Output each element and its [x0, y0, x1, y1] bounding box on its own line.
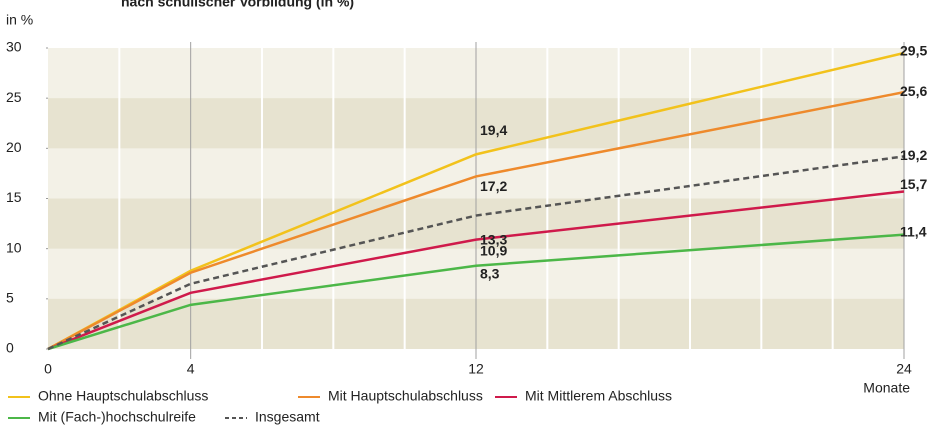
y-tick-label: 25 — [6, 89, 22, 105]
value-label: 29,5 — [900, 43, 927, 59]
legend-label: Mit Hauptschulabschluss — [328, 388, 483, 404]
x-tick-label: 4 — [187, 361, 195, 377]
value-label: 19,4 — [480, 122, 507, 138]
x-tick-label: 12 — [468, 361, 484, 377]
series-line — [47, 190, 905, 351]
y-axis-label: in % — [6, 12, 33, 28]
value-label: 13,3 — [480, 231, 507, 247]
x-tick-label: 24 — [896, 361, 912, 377]
value-label: 15,7 — [900, 176, 927, 192]
legend-label: Ohne Hauptschulabschluss — [38, 388, 208, 404]
y-tick-label: 20 — [6, 139, 22, 155]
value-label: 8,3 — [480, 265, 500, 281]
series-line — [47, 155, 905, 351]
y-tick-label: 30 — [6, 39, 22, 55]
legend-label: Mit Mittlerem Abschluss — [525, 388, 672, 404]
series-line — [47, 233, 905, 351]
y-tick-label: 15 — [6, 189, 22, 205]
y-tick-label: 10 — [6, 239, 22, 255]
chart-title: nach schulischer Vorbildung (in %) — [121, 0, 354, 10]
y-tick-label: 5 — [6, 290, 14, 306]
value-label: 10,9 — [480, 242, 507, 258]
y-tick-label: 0 — [6, 340, 14, 356]
value-label: 25,6 — [900, 83, 927, 99]
legend-label: Mit (Fach-)hochschulreife — [38, 409, 196, 425]
value-label: 11,4 — [900, 223, 927, 239]
x-tick-label: 0 — [44, 361, 52, 377]
value-label: 19,2 — [900, 147, 927, 163]
series-line — [47, 90, 905, 351]
value-label: 17,2 — [480, 178, 507, 194]
x-axis-label: Monate — [863, 380, 910, 396]
legend-label: Insgesamt — [255, 409, 320, 425]
